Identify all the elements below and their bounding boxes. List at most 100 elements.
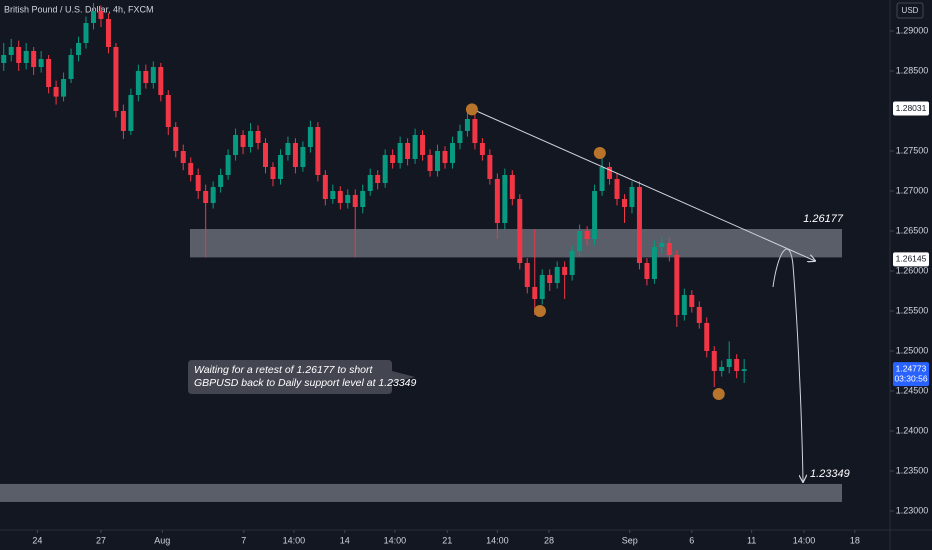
candle-body bbox=[61, 79, 67, 97]
price-badge bbox=[893, 252, 929, 267]
candle-body bbox=[113, 47, 119, 111]
candle-body bbox=[98, 11, 104, 19]
y-tick-label: 1.27500 bbox=[896, 145, 929, 155]
candle-body bbox=[270, 167, 276, 179]
candle-body bbox=[255, 131, 261, 143]
candle-body bbox=[509, 175, 515, 199]
zone-label: 1.23349 bbox=[810, 468, 850, 480]
candle-body bbox=[345, 195, 351, 203]
candle-body bbox=[322, 175, 328, 199]
y-tick-label: 1.28500 bbox=[896, 65, 929, 75]
candle-body bbox=[464, 119, 470, 131]
pivot-marker bbox=[712, 387, 725, 400]
candle-body bbox=[711, 351, 717, 371]
y-tick-label: 1.25500 bbox=[896, 305, 929, 315]
candle-body bbox=[607, 167, 613, 179]
candle-body bbox=[397, 143, 403, 163]
x-tick-label: 7 bbox=[241, 535, 246, 545]
candle-body bbox=[457, 131, 463, 143]
x-tick-label: 28 bbox=[544, 535, 554, 545]
candle-body bbox=[405, 143, 411, 159]
candle-body bbox=[539, 275, 545, 299]
zone-label: 1.26177 bbox=[803, 213, 844, 225]
candle-body bbox=[143, 71, 149, 83]
candle-body bbox=[472, 119, 478, 143]
candle-body bbox=[734, 359, 740, 371]
candle-body bbox=[315, 127, 321, 175]
candle-body bbox=[105, 19, 111, 47]
candle-body bbox=[442, 151, 448, 163]
y-tick-label: 1.23000 bbox=[896, 505, 929, 515]
pivot-marker bbox=[593, 147, 606, 159]
candle-body bbox=[337, 191, 343, 203]
candle-body bbox=[16, 47, 22, 63]
candle-body bbox=[494, 179, 500, 223]
x-tick-label: 24 bbox=[32, 535, 42, 545]
candle-body bbox=[53, 87, 59, 97]
zone bbox=[190, 229, 842, 258]
candle-body bbox=[696, 307, 702, 323]
candle-body bbox=[704, 323, 710, 351]
candle-body bbox=[569, 251, 575, 275]
plot: 1.26177 1.23349 1.29000 1.28500 1.27500 1.270… bbox=[0, 3, 929, 545]
candle-body bbox=[554, 267, 560, 283]
candle-body bbox=[300, 147, 306, 167]
candle-body bbox=[502, 175, 508, 223]
candle-body bbox=[68, 55, 74, 79]
currency-box[interactable] bbox=[896, 2, 924, 19]
x-tick-label: 21 bbox=[442, 535, 452, 545]
y-tick-label: 1.26000 bbox=[896, 265, 929, 275]
candle-body bbox=[659, 243, 665, 247]
zone bbox=[0, 483, 842, 502]
candle-body bbox=[90, 11, 96, 23]
candle-body bbox=[674, 255, 680, 315]
x-tick-label: 14:00 bbox=[486, 535, 509, 545]
candle-body bbox=[285, 143, 291, 155]
candle-body bbox=[360, 191, 366, 207]
y-tick-label: 1.27000 bbox=[896, 185, 929, 195]
candle-body bbox=[562, 267, 568, 275]
price-badge-label: 1.26145 bbox=[896, 254, 927, 264]
price-badge-label: 1.28031 bbox=[896, 103, 927, 113]
trendline bbox=[471, 108, 815, 261]
candle-body bbox=[367, 175, 373, 191]
candle-body bbox=[427, 155, 433, 171]
candle-body bbox=[375, 175, 381, 183]
candle-body bbox=[629, 187, 635, 207]
candle-body bbox=[741, 369, 747, 371]
candle-body bbox=[644, 263, 650, 279]
candle-body bbox=[592, 191, 598, 239]
candle-body bbox=[420, 135, 426, 155]
candle-body bbox=[651, 247, 657, 279]
candle-body bbox=[46, 59, 52, 87]
y-tick-label: 1.29000 bbox=[896, 25, 929, 35]
candle-body bbox=[1, 55, 7, 63]
candle-body bbox=[726, 359, 732, 367]
candle-body bbox=[307, 127, 313, 147]
x-tick-label: Sep bbox=[622, 535, 638, 545]
candle-body bbox=[195, 175, 201, 191]
price-badge-label: 1.24773 bbox=[896, 363, 927, 373]
candle-body bbox=[636, 187, 642, 263]
x-tick-label: 18 bbox=[850, 535, 860, 545]
candle-body bbox=[547, 275, 553, 283]
candle-body bbox=[524, 263, 530, 287]
x-tick-label: 27 bbox=[96, 535, 106, 545]
annotation-text: GBPUSD back to Daily support level at 1.… bbox=[194, 377, 417, 389]
candle-body bbox=[666, 243, 672, 255]
x-tick-label: 14:00 bbox=[384, 535, 407, 545]
candle-body bbox=[240, 135, 246, 147]
candle-body bbox=[382, 155, 388, 183]
candle-body bbox=[292, 143, 298, 167]
currency[interactable]: USD bbox=[902, 6, 919, 15]
candle-body bbox=[173, 127, 179, 151]
x-tick-label: 14:00 bbox=[793, 535, 816, 545]
candle-body bbox=[165, 95, 171, 127]
annotation-box bbox=[188, 360, 415, 394]
countdown: 03:30:56 bbox=[894, 373, 927, 383]
candle-body bbox=[614, 179, 620, 199]
candle-body bbox=[412, 135, 418, 159]
candle-body bbox=[390, 155, 396, 163]
candle-body bbox=[435, 151, 441, 171]
